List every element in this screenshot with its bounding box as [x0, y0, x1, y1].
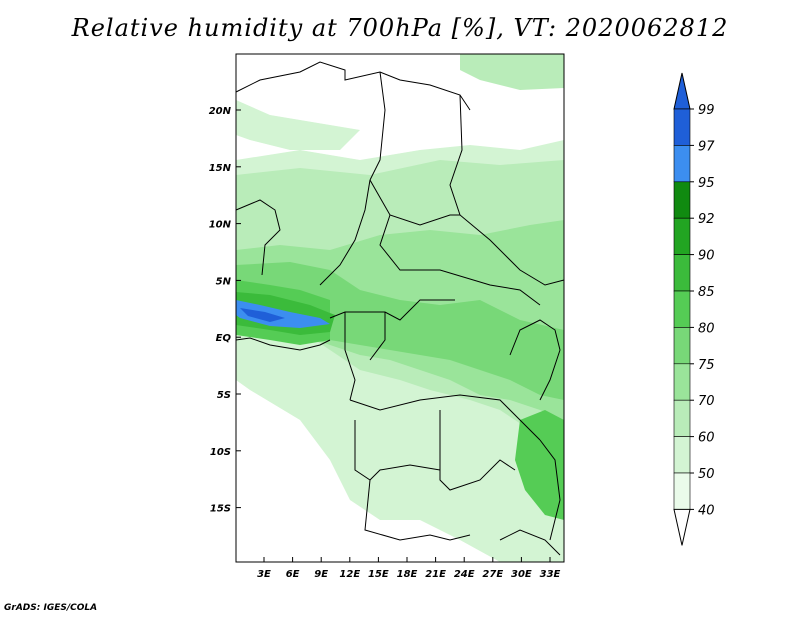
lon-tick-label: 3E: [257, 569, 271, 580]
colorbar-segment: [673, 217, 691, 255]
colorbar-segment: [673, 181, 691, 219]
colorbar-label: 70: [698, 394, 715, 409]
grads-credit: GrADS: IGES/COLA: [4, 603, 98, 613]
map-frame: [235, 53, 565, 563]
map-panel: 3E 6E 9E 12E 15E 18E 21E 24E 27E 30E 33E 20N 15N 10N…: [209, 53, 565, 580]
colorbar-label: 60: [698, 431, 715, 446]
lat-tick-label: 10S: [210, 447, 231, 458]
lon-tick-label: 27E: [482, 569, 503, 580]
colorbar-segment: [673, 399, 691, 437]
colorbar-label: 80: [698, 321, 715, 336]
chart-title: Relative humidity at 700hPa [%], VT: 202…: [71, 14, 729, 42]
colorbar-label: 99: [698, 103, 715, 118]
lon-tick-label: 30E: [511, 569, 532, 580]
humidity-region-north-west: [236, 100, 360, 150]
humidity-region-north: [460, 54, 564, 90]
colorbar-label: 50: [698, 467, 715, 482]
colorbar-label: 85: [698, 285, 715, 300]
lat-tick-label: EQ: [216, 333, 232, 344]
colorbar-label: 90: [698, 249, 715, 264]
colorbar-segment: [673, 436, 691, 474]
humidity-region-97: [240, 308, 285, 322]
lon-tick-label: 6E: [286, 569, 300, 580]
lon-tick-label: 9E: [314, 569, 328, 580]
lat-tick-label: 20N: [209, 106, 232, 117]
humidity-region-95: [236, 300, 330, 328]
lon-tick-label: 33E: [540, 569, 561, 580]
lat-tick-label: 10N: [209, 220, 232, 231]
colorbar-segment: [673, 145, 691, 183]
colorbar-segment: [673, 363, 691, 401]
colorbar-segment: [673, 327, 691, 365]
humidity-region-80-east: [515, 410, 564, 520]
lon-tick-label: 21E: [425, 569, 446, 580]
colorbar: 99 97 95 92 90 85 80 75 70 60 50 40: [673, 72, 715, 546]
latitude-axis: 20N 15N 10N 5N EQ 5S 10S 15S: [209, 106, 241, 515]
colorbar-segment: [673, 254, 691, 292]
colorbar-bottom-arrow: [673, 508, 691, 546]
lon-tick-label: 15E: [368, 569, 389, 580]
colorbar-label: 40: [698, 503, 715, 518]
colorbar-label: 95: [698, 176, 715, 191]
colorbar-segment: [673, 290, 691, 328]
lon-tick-label: 12E: [339, 569, 360, 580]
country-borders: [235, 61, 565, 556]
colorbar-label: 97: [698, 139, 715, 154]
lon-tick-label: 18E: [397, 569, 418, 580]
longitude-axis: 3E 6E 9E 12E 15E 18E 21E 24E 27E 30E 33E: [257, 557, 561, 580]
lat-tick-label: 15N: [209, 163, 232, 174]
colorbar-segment: [673, 108, 691, 146]
colorbar-label: 92: [698, 212, 715, 227]
lat-tick-label: 15S: [210, 504, 231, 515]
humidity-field: [236, 54, 564, 562]
colorbar-label: 75: [698, 358, 715, 373]
lon-tick-label: 24E: [454, 569, 475, 580]
lat-tick-label: 5N: [216, 276, 232, 287]
colorbar-top-arrow: [673, 72, 691, 110]
lat-tick-label: 5S: [217, 390, 231, 401]
colorbar-segment: [673, 472, 691, 510]
